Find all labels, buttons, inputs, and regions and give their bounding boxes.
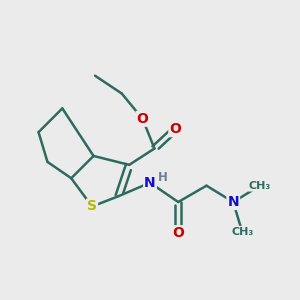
Text: N: N bbox=[227, 195, 239, 209]
Text: H: H bbox=[158, 171, 167, 184]
Text: S: S bbox=[87, 200, 97, 214]
Text: O: O bbox=[136, 112, 148, 126]
Text: O: O bbox=[172, 226, 184, 240]
Text: CH₃: CH₃ bbox=[249, 181, 271, 191]
Text: CH₃: CH₃ bbox=[231, 227, 253, 237]
Text: N: N bbox=[144, 176, 156, 190]
Text: O: O bbox=[169, 122, 181, 136]
